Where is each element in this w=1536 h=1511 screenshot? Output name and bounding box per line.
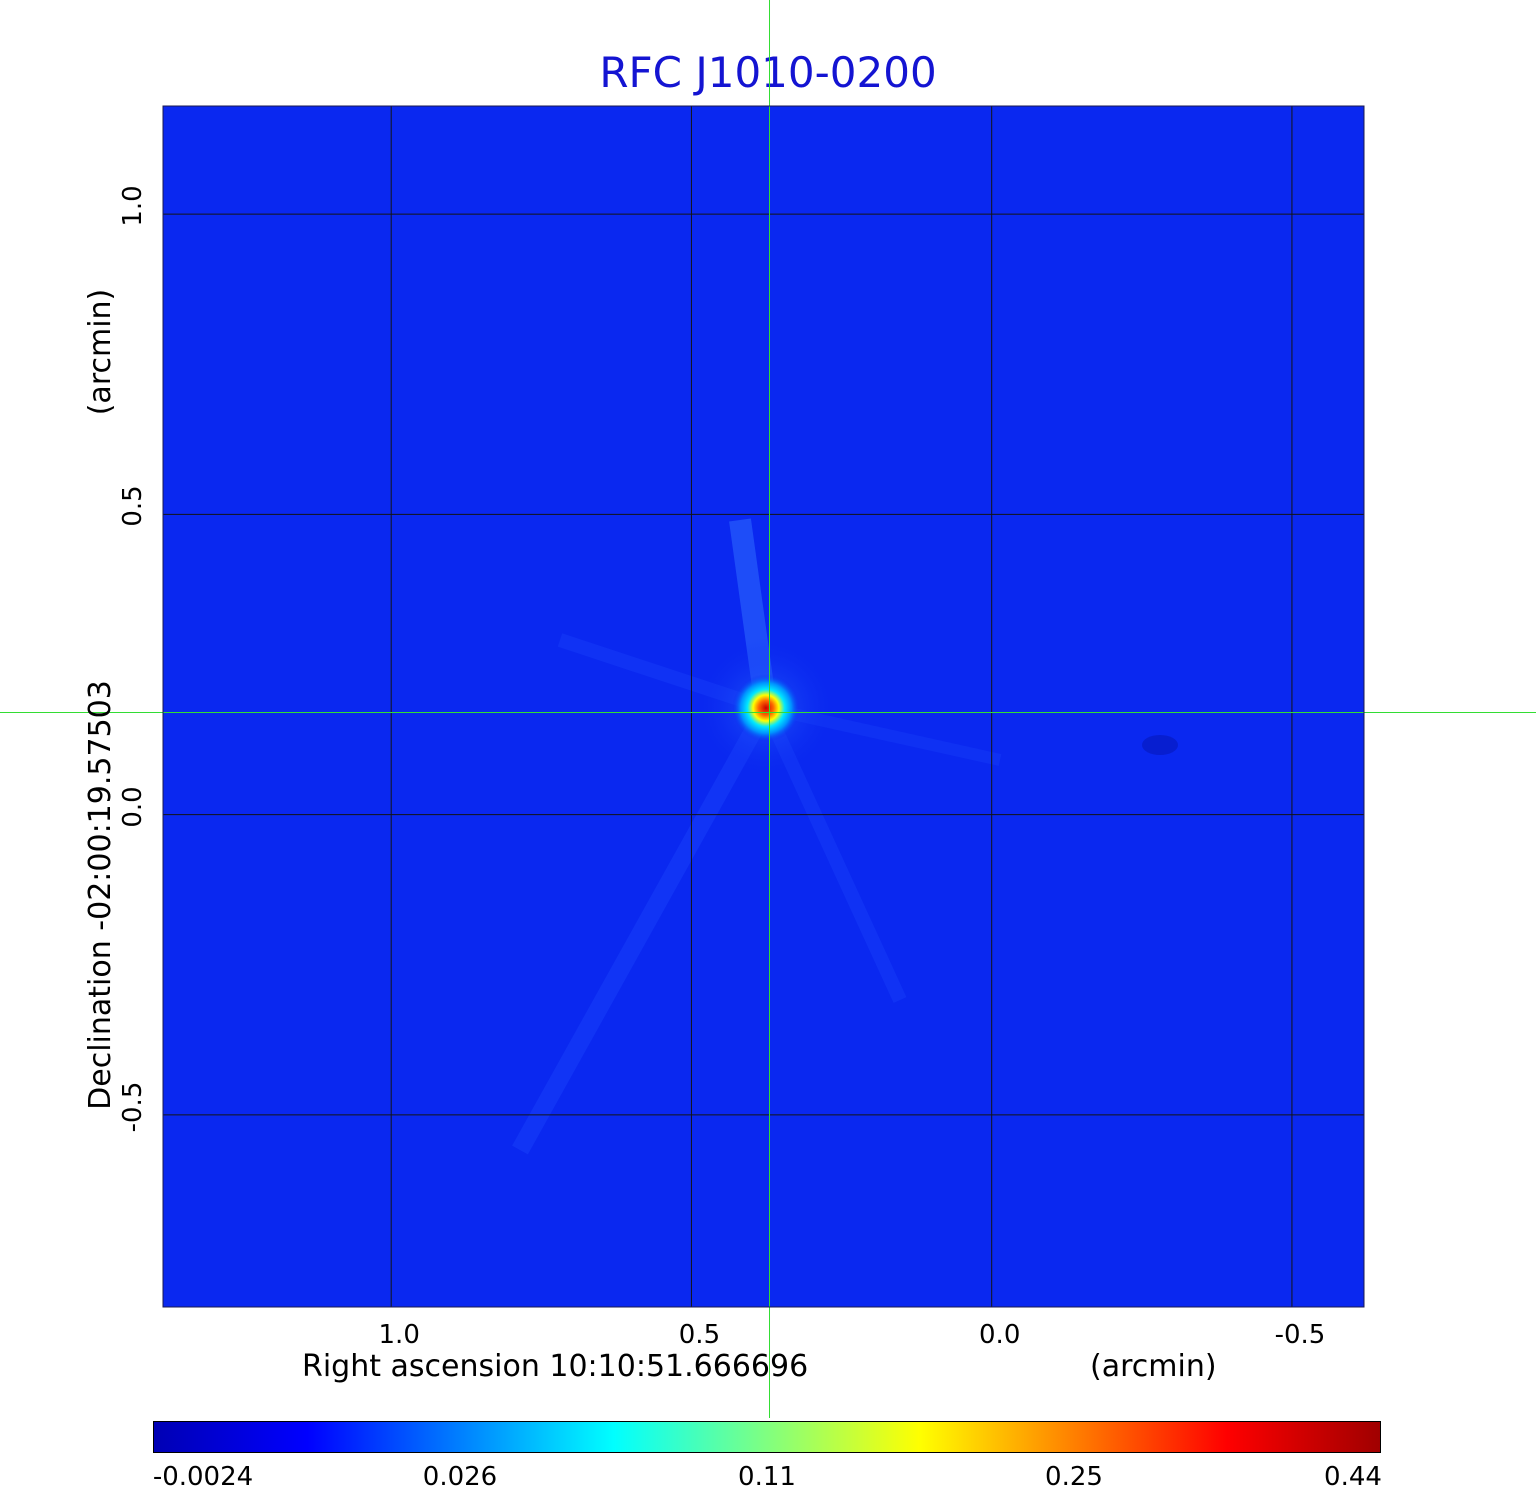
colorbar-tick-label: -0.0024 xyxy=(152,1462,254,1492)
crosshair xyxy=(0,0,1536,1418)
grid xyxy=(163,106,1364,1307)
colorbar xyxy=(153,1421,1381,1453)
x-tick-label: 0.5 xyxy=(678,1320,721,1350)
x-tick-label: -0.5 xyxy=(1274,1320,1326,1350)
colorbar-tick-label: 0.25 xyxy=(1045,1462,1103,1492)
colorbar-tick-label: 0.44 xyxy=(1324,1462,1382,1492)
y-tick-label: -0.5 xyxy=(118,1081,148,1133)
colorbar-tick-label: 0.026 xyxy=(422,1462,498,1492)
y-tick-label: 0.0 xyxy=(118,785,148,828)
y-tick-label: 0.5 xyxy=(118,485,148,528)
y-axis-label: Declination -02:00:19.57503 xyxy=(83,680,118,1110)
sidelobe-streaks xyxy=(512,518,1178,1155)
x-axis-unit: (arcmin) xyxy=(1090,1349,1217,1384)
radio-source xyxy=(732,674,800,742)
chart-title: RFC J1010-0200 xyxy=(599,48,937,97)
y-axis-unit: (arcmin) xyxy=(83,288,118,416)
y-tick-label: 1.0 xyxy=(118,185,148,227)
x-tick-label: 0.0 xyxy=(979,1320,1021,1350)
x-tick-label: 1.0 xyxy=(378,1320,420,1350)
plot-frame xyxy=(162,105,1365,1308)
x-axis-label: Right ascension 10:10:51.666696 xyxy=(302,1349,809,1384)
colorbar-tick-label: 0.11 xyxy=(738,1462,796,1492)
